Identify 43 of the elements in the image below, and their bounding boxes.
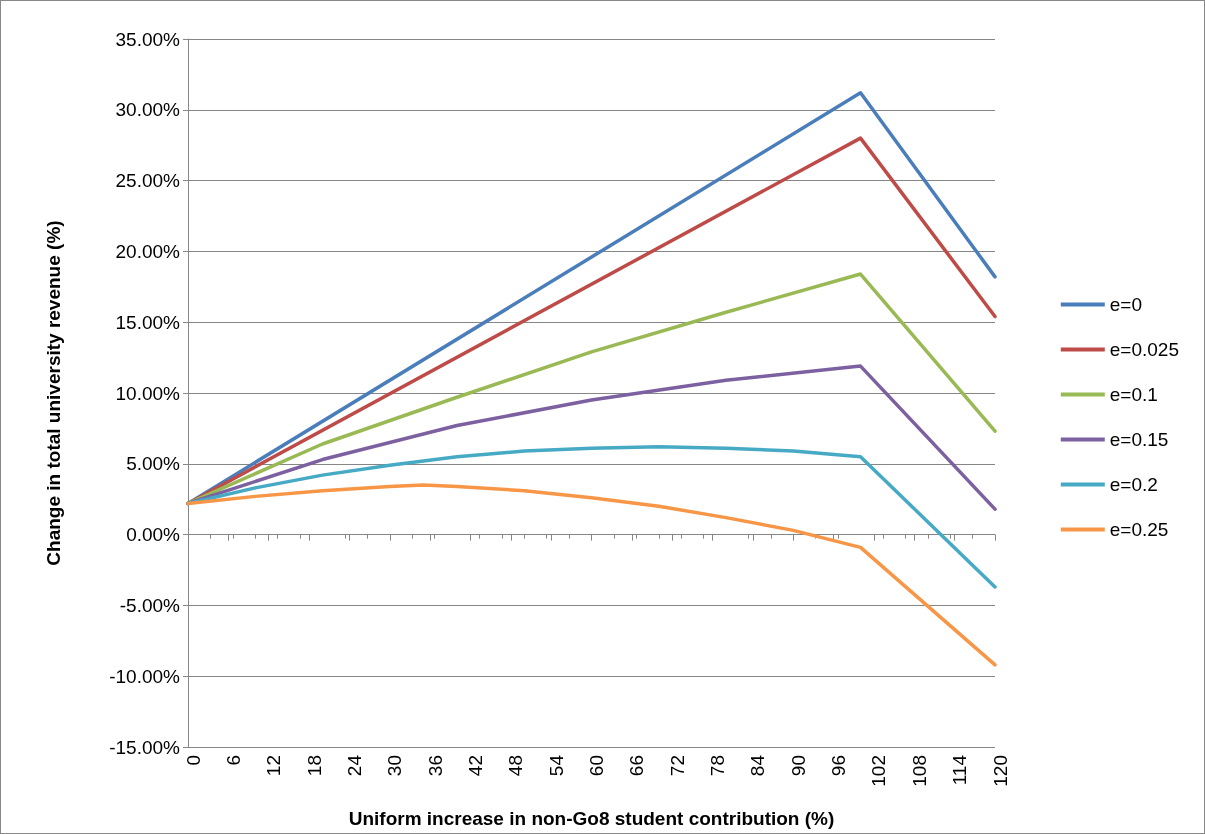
x-tick-label: 18 xyxy=(303,755,325,777)
x-tick-label: 66 xyxy=(626,755,648,777)
y-tick-label: -15.00% xyxy=(109,736,181,758)
x-tick-label: 6 xyxy=(222,755,244,766)
y-tick-label: -10.00% xyxy=(109,665,181,687)
x-tick-label: 24 xyxy=(343,754,365,777)
legend-label: e=0.25 xyxy=(1109,519,1169,540)
x-tick-label: 102 xyxy=(868,755,890,787)
y-axis-title: Change in total university revenue (%) xyxy=(43,220,64,566)
x-tick-label: 120 xyxy=(989,755,1011,787)
x-tick-label: 48 xyxy=(505,755,527,777)
x-tick-label: 84 xyxy=(747,754,769,777)
x-tick-label: 108 xyxy=(908,755,930,787)
x-tick-label: 72 xyxy=(666,755,688,777)
x-tick-label: 30 xyxy=(384,755,406,777)
x-tick-label: 12 xyxy=(263,755,285,777)
x-tick-label: 114 xyxy=(949,754,971,786)
x-axis-title: Uniform increase in non-Go8 student contribution (%) xyxy=(348,808,835,829)
y-tick-label: 20.00% xyxy=(115,240,181,262)
y-tick-label: 10.00% xyxy=(115,382,181,404)
legend-label: e=0 xyxy=(1109,294,1143,315)
y-tick-label: 35.00% xyxy=(115,28,181,50)
line-series xyxy=(186,483,997,667)
x-tick-label: 78 xyxy=(707,755,729,777)
y-tick-label: 5.00% xyxy=(126,453,181,475)
y-tick-label: 30.00% xyxy=(115,99,181,121)
y-tick-label: 0.00% xyxy=(126,524,181,546)
line-series xyxy=(186,364,997,511)
y-tick-label: 25.00% xyxy=(115,170,181,192)
x-tick-label: 60 xyxy=(586,755,607,777)
x-tick-label: 90 xyxy=(787,755,809,777)
x-tick-label: 0 xyxy=(182,755,204,766)
line-series xyxy=(186,445,997,589)
y-tick-label: 15.00% xyxy=(115,311,181,333)
x-tick-label: 42 xyxy=(464,755,486,777)
y-tick-label: -5.00% xyxy=(119,594,181,616)
x-tick-label: 54 xyxy=(545,754,567,777)
legend-label: e=0.1 xyxy=(1109,384,1158,405)
legend-label: e=0.2 xyxy=(1109,474,1158,495)
legend-label: e=0.15 xyxy=(1109,429,1169,450)
legend-label: e=0.025 xyxy=(1109,339,1180,360)
x-tick-label: 96 xyxy=(828,755,850,777)
x-tick-label: 36 xyxy=(424,755,446,777)
